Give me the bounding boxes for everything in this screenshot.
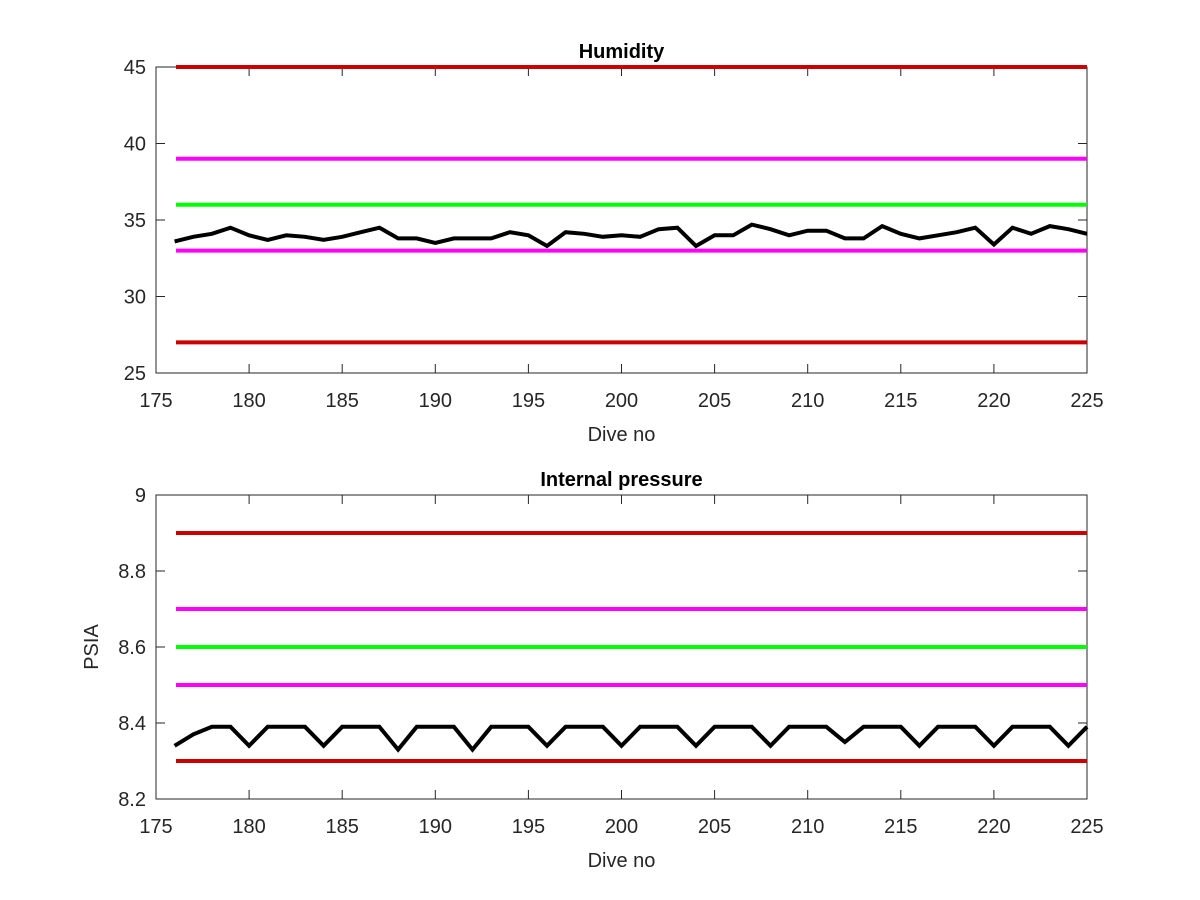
chart0-ytick-label-3: 40 bbox=[124, 134, 146, 156]
chart1-xtick-label-0: 175 bbox=[139, 816, 172, 838]
chart1-xtick-label-5: 200 bbox=[605, 816, 638, 838]
chart1-y-axis-title: PSIA bbox=[81, 624, 103, 670]
chart1-xtick-label-10: 225 bbox=[1070, 816, 1103, 838]
chart1-xtick-label-4: 195 bbox=[512, 816, 545, 838]
chart1-xtick-label-7: 210 bbox=[791, 816, 824, 838]
chart0-ytick-label-4: 45 bbox=[124, 57, 146, 79]
chart0-xtick-label-4: 195 bbox=[512, 390, 545, 412]
chart1-xtick-label-9: 220 bbox=[977, 816, 1010, 838]
internal-pressure-chart: 175 180 185 190 195 200 205 210 215 220 225 8.2 8.4 8… bbox=[81, 469, 1104, 872]
humidity-chart: 175 180 185 190 195 200 205 210 215 220 225 25 30 35 4… bbox=[124, 41, 1104, 446]
chart0-series-line-0 bbox=[174, 222, 1088, 249]
humidity-chart-title: Humidity bbox=[579, 41, 665, 63]
chart0-ytick-label-1: 30 bbox=[124, 287, 146, 309]
chart0-xtick-label-1: 180 bbox=[232, 390, 265, 412]
chart1-series-line-0 bbox=[173, 724, 1089, 753]
chart1-xtick-label-3: 190 bbox=[419, 816, 452, 838]
chart1-xtick-label-1: 180 bbox=[232, 816, 265, 838]
chart0-xtick-label-10: 225 bbox=[1070, 390, 1103, 412]
internal-pressure-chart-title: Internal pressure bbox=[540, 469, 702, 491]
chart0-xtick-label-6: 205 bbox=[698, 390, 731, 412]
chart0-xtick-label-5: 200 bbox=[605, 390, 638, 412]
chart0-xtick-label-7: 210 bbox=[791, 390, 824, 412]
chart0-xtick-label-2: 185 bbox=[326, 390, 359, 412]
chart0-x-axis-title: Dive no bbox=[588, 424, 656, 446]
chart1-x-axis-title: Dive no bbox=[588, 850, 656, 872]
chart0-ytick-label-0: 25 bbox=[124, 363, 146, 385]
chart1-xtick-label-2: 185 bbox=[326, 816, 359, 838]
chart1-ytick-label-4: 9 bbox=[135, 485, 146, 507]
chart1-ytick-label-3: 8.8 bbox=[118, 561, 146, 583]
chart1-xtick-label-6: 205 bbox=[698, 816, 731, 838]
chart1-ytick-label-1: 8.4 bbox=[118, 713, 146, 735]
chart0-xtick-label-8: 215 bbox=[884, 390, 917, 412]
chart1-ytick-label-2: 8.6 bbox=[118, 637, 146, 659]
chart1-ytick-label-0: 8.2 bbox=[118, 789, 146, 811]
chart0-ytick-label-2: 35 bbox=[124, 210, 146, 232]
chart0-xtick-label-0: 175 bbox=[139, 390, 172, 412]
chart1-xtick-label-8: 215 bbox=[884, 816, 917, 838]
chart0-xtick-label-3: 190 bbox=[419, 390, 452, 412]
chart0-axes-box bbox=[155, 66, 1088, 374]
chart0-xtick-label-9: 220 bbox=[977, 390, 1010, 412]
